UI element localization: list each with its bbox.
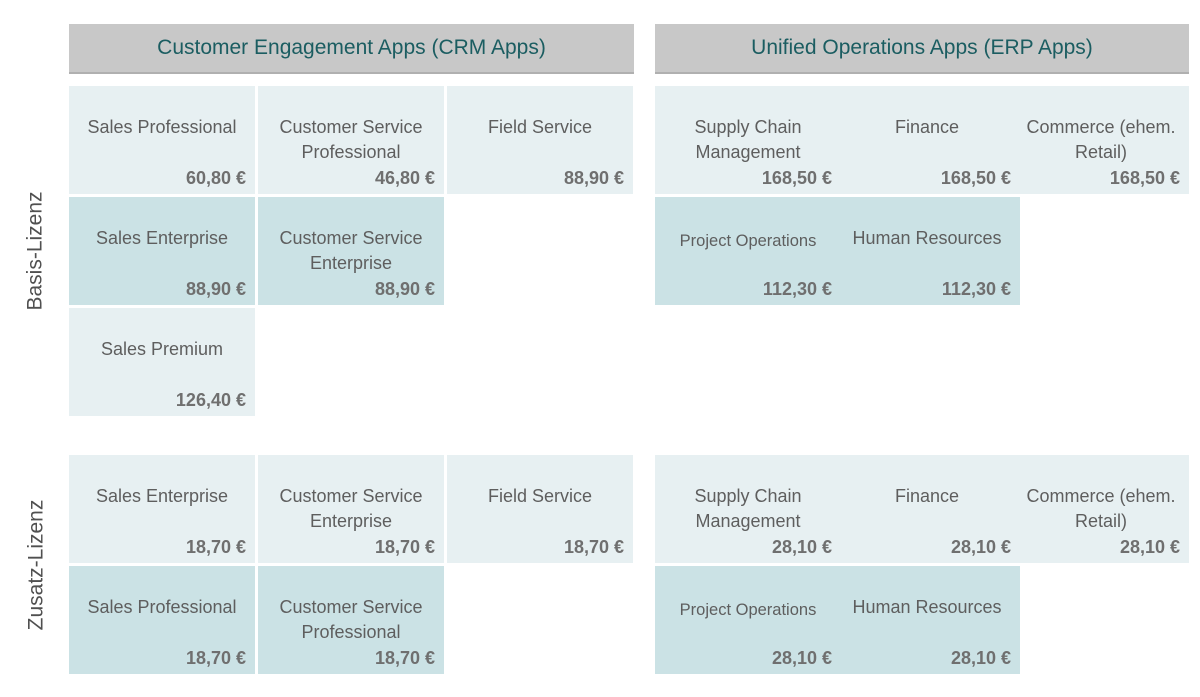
tile-price: 126,40 € — [175, 390, 246, 410]
basis-crm-tile-sales-premium: Sales Premium 126,40 € — [69, 308, 255, 416]
tile-name: Sales Enterprise — [95, 228, 229, 248]
tile-name: Project Operations — [679, 232, 817, 250]
tile-name: Finance — [894, 117, 960, 137]
basis-crm-tile-customer-service-professional: Customer Service Professional 46,80 € — [258, 86, 444, 194]
tile-name: Sales Professional — [87, 117, 237, 137]
tile-name: Customer Service Professional — [279, 597, 423, 642]
basis-erp-tile-finance: Finance 168,50 € — [834, 86, 1020, 194]
tile-price: 60,80 € — [185, 168, 246, 188]
basis-crm-tile-field-service: Field Service 88,90 € — [447, 86, 633, 194]
tile-price: 112,30 € — [762, 279, 832, 299]
tile-price: 18,70 € — [374, 537, 435, 557]
tile-price: 18,70 € — [374, 648, 435, 668]
zusatz-erp-tile-commerce: Commerce (ehem. Retail) 28,10 € — [1013, 455, 1189, 563]
zusatz-lizenz-label: Zusatz-Lizenz — [0, 455, 72, 675]
tile-price: 168,50 € — [761, 168, 832, 188]
basis-erp-tile-project-operations: Project Operations 112,30 € — [655, 197, 841, 305]
basis-crm-tile-sales-enterprise: Sales Enterprise 88,90 € — [69, 197, 255, 305]
tile-price: 112,30 € — [941, 279, 1011, 299]
tile-price: 28,10 € — [1119, 537, 1180, 557]
tile-price: 168,50 € — [940, 168, 1011, 188]
tile-name: Human Resources — [852, 228, 1002, 248]
tile-name: Commerce (ehem. Retail) — [1026, 486, 1176, 531]
tile-price: 18,70 € — [185, 537, 246, 557]
tile-price: 88,90 € — [563, 168, 624, 188]
basis-erp-tile-supply-chain-management: Supply Chain Management 168,50 € — [655, 86, 841, 194]
crm-apps-header-label: Customer Engagement Apps (CRM Apps) — [157, 36, 546, 59]
zusatz-crm-tile-field-service: Field Service 18,70 € — [447, 455, 633, 563]
tile-price: 168,50 € — [1109, 168, 1180, 188]
tile-price: 28,10 € — [950, 537, 1011, 557]
basis-lizenz-label: Basis-Lizenz — [0, 86, 72, 416]
tile-name: Customer Service Enterprise — [279, 228, 423, 273]
basis-lizenz-text: Basis-Lizenz — [24, 191, 47, 311]
zusatz-erp-tile-supply-chain-management: Supply Chain Management 28,10 € — [655, 455, 841, 563]
tile-name: Finance — [894, 486, 960, 506]
tile-name: Field Service — [487, 117, 593, 137]
tile-price: 88,90 € — [374, 279, 435, 299]
basis-erp-tile-human-resources: Human Resources 112,30 € — [834, 197, 1020, 305]
zusatz-erp-tile-finance: Finance 28,10 € — [834, 455, 1020, 563]
tile-name: Customer Service Professional — [279, 117, 423, 162]
tile-price: 28,10 € — [771, 648, 832, 668]
tile-price: 28,10 € — [950, 648, 1011, 668]
tile-price: 18,70 € — [185, 648, 246, 668]
tile-price: 46,80 € — [374, 168, 435, 188]
erp-apps-header-label: Unified Operations Apps (ERP Apps) — [751, 36, 1093, 59]
tile-name: Sales Premium — [100, 339, 224, 359]
tile-price: 88,90 € — [185, 279, 246, 299]
tile-name: Project Operations — [679, 601, 817, 619]
tile-name: Field Service — [487, 486, 593, 506]
zusatz-crm-tile-sales-professional: Sales Professional 18,70 € — [69, 566, 255, 674]
tile-price: 28,10 € — [771, 537, 832, 557]
zusatz-crm-tile-customer-service-enterprise: Customer Service Enterprise 18,70 € — [258, 455, 444, 563]
basis-erp-tile-commerce: Commerce (ehem. Retail) 168,50 € — [1013, 86, 1189, 194]
tile-price: 18,70 € — [563, 537, 624, 557]
zusatz-crm-tile-sales-enterprise: Sales Enterprise 18,70 € — [69, 455, 255, 563]
tile-name: Sales Professional — [87, 597, 237, 617]
basis-crm-tile-sales-professional: Sales Professional 60,80 € — [69, 86, 255, 194]
zusatz-erp-tile-human-resources: Human Resources 28,10 € — [834, 566, 1020, 674]
tile-name: Human Resources — [852, 597, 1002, 617]
zusatz-lizenz-text: Zusatz-Lizenz — [24, 499, 47, 631]
zusatz-erp-tile-project-operations: Project Operations 28,10 € — [655, 566, 841, 674]
tile-name: Customer Service Enterprise — [279, 486, 423, 531]
basis-crm-tile-customer-service-enterprise: Customer Service Enterprise 88,90 € — [258, 197, 444, 305]
erp-apps-header: Unified Operations Apps (ERP Apps) — [655, 24, 1189, 74]
zusatz-crm-tile-customer-service-professional: Customer Service Professional 18,70 € — [258, 566, 444, 674]
tile-name: Supply Chain Management — [694, 486, 802, 531]
crm-apps-header: Customer Engagement Apps (CRM Apps) — [69, 24, 634, 74]
tile-name: Sales Enterprise — [95, 486, 229, 506]
tile-name: Supply Chain Management — [694, 117, 802, 162]
tile-name: Commerce (ehem. Retail) — [1026, 117, 1176, 162]
